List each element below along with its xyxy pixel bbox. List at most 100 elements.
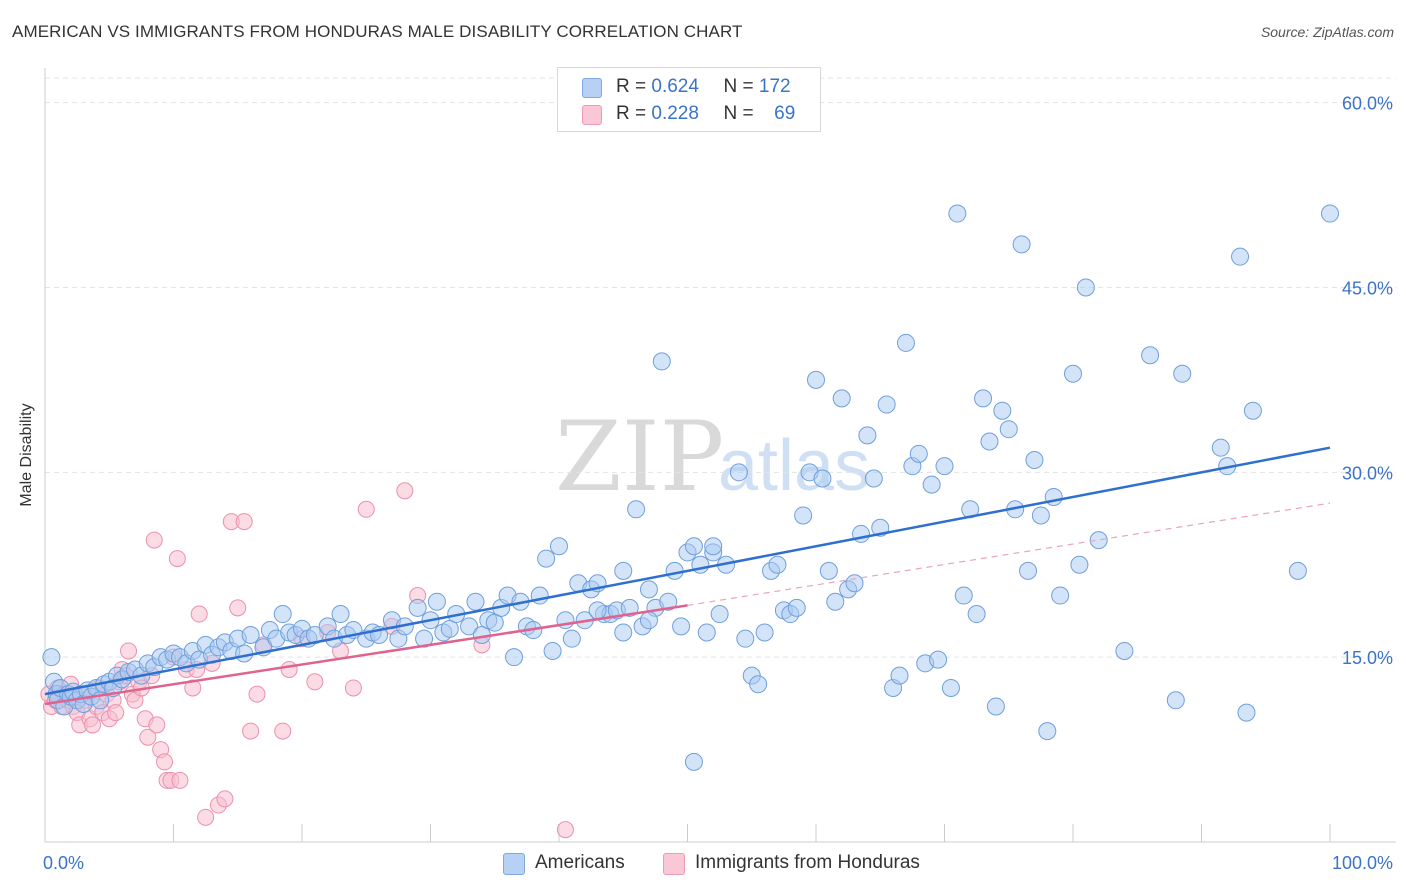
americans-point (620, 598, 639, 617)
americans-point (1211, 438, 1230, 457)
americans-point (1173, 364, 1192, 383)
americans-point (807, 370, 825, 389)
americans-point (427, 592, 446, 611)
americans-point (460, 617, 479, 636)
americans-point (729, 463, 748, 482)
americans-point (1288, 561, 1307, 580)
legend-n-label: N = (723, 76, 754, 97)
americans-point (543, 642, 562, 660)
honduras-point (156, 753, 174, 771)
americans-point (1038, 722, 1057, 741)
x-tick-label: 0.0% (43, 853, 84, 873)
americans-point (614, 561, 633, 580)
americans-point (659, 592, 678, 611)
americans-point (941, 678, 960, 697)
americans-point (684, 752, 703, 771)
honduras-point (190, 605, 208, 623)
americans-point (1064, 364, 1082, 383)
americans-point (896, 333, 915, 352)
legend-swatch-americans (582, 78, 602, 98)
honduras-point (556, 821, 574, 839)
americans-point (550, 537, 568, 556)
americans-point (845, 574, 864, 593)
americans-point (999, 420, 1018, 439)
americans-point (415, 629, 434, 648)
y-axis-label: Male Disability (18, 403, 35, 507)
americans-swatch (503, 853, 525, 875)
americans-point (684, 537, 703, 556)
americans-point (408, 598, 427, 617)
americans-point (832, 389, 851, 408)
honduras-point (171, 771, 189, 789)
americans-point (273, 605, 292, 624)
honduras-point (84, 716, 102, 734)
americans-point (241, 625, 260, 644)
honduras-point (242, 722, 260, 740)
americans-point (562, 629, 581, 648)
americans-point (537, 549, 556, 568)
americans-point (877, 395, 896, 414)
americans-point (980, 432, 999, 451)
honduras-trend-extension (687, 502, 1331, 606)
americans-point (1141, 346, 1160, 365)
americans-point (1031, 506, 1050, 525)
americans-point (1231, 247, 1250, 266)
americans-point (42, 648, 61, 667)
watermark-zip: ZIP (555, 401, 724, 513)
americans-point (1089, 531, 1108, 550)
americans-point (929, 650, 948, 669)
x-tick-label: 100.0% (1332, 853, 1393, 873)
americans-point (1051, 586, 1070, 605)
americans-point (826, 592, 845, 611)
americans-point (787, 598, 806, 617)
honduras-point (344, 679, 362, 697)
legend-r-value: 0.624 (651, 76, 699, 97)
honduras-point (148, 716, 166, 734)
americans-point (331, 605, 350, 624)
americans-point (704, 537, 723, 556)
americans-point (890, 666, 909, 685)
americans-point (1243, 401, 1262, 420)
americans-point (922, 475, 941, 494)
americans-point (1076, 278, 1095, 297)
honduras-label: Immigrants from Honduras (695, 852, 920, 873)
americans-point (819, 561, 838, 580)
honduras-point (139, 728, 157, 746)
honduras-point (120, 642, 138, 660)
americans-point (986, 697, 1005, 716)
americans-point (794, 506, 813, 525)
americans-point (1237, 703, 1256, 722)
honduras-point (216, 790, 234, 808)
americans-point (858, 426, 877, 445)
americans-label: Americans (535, 852, 625, 873)
americans-point (755, 623, 774, 642)
americans-point (1025, 451, 1044, 469)
americans-point (813, 469, 832, 488)
correlation-legend: R = 0.624 N = 172 R = 0.228 N = 69 (557, 67, 821, 132)
americans-point (639, 580, 658, 599)
americans-point (639, 611, 658, 630)
americans-point (768, 555, 787, 574)
americans-point (652, 352, 671, 371)
honduras-point (248, 685, 266, 703)
americans-point (697, 623, 716, 642)
americans-point (627, 500, 646, 519)
americans-point (864, 469, 883, 488)
source-label: Source: ZipAtlas.com (1260, 24, 1394, 40)
americans-point (1019, 561, 1038, 580)
americans-point (672, 617, 691, 636)
chart-title: AMERICAN VS IMMIGRANTS FROM HONDURAS MAL… (12, 22, 743, 41)
y-tick-label: 45.0% (1342, 278, 1393, 298)
americans-point (505, 648, 524, 667)
honduras-point (229, 599, 247, 617)
legend-n-label: N = (723, 103, 754, 124)
americans-trend-line (44, 446, 1331, 696)
americans-point (1166, 691, 1185, 710)
americans-point (665, 561, 684, 580)
americans-point (1321, 204, 1339, 223)
honduras-swatch (663, 853, 685, 875)
americans-point (710, 605, 729, 624)
legend-r-label: R = (616, 76, 647, 97)
honduras-point (145, 531, 163, 549)
